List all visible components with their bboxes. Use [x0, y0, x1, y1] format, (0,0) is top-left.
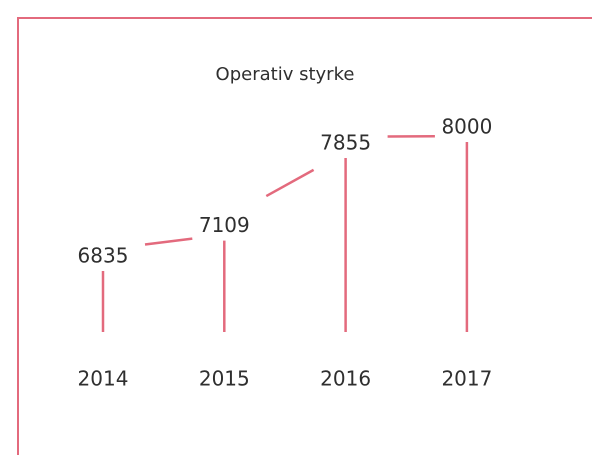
- value-label: 8000: [441, 115, 492, 139]
- connector: [144, 237, 193, 246]
- x-tick-label: 2015: [199, 367, 250, 391]
- value-label: 7855: [320, 131, 371, 155]
- value-label: 7109: [199, 213, 250, 237]
- x-tick-label: 2017: [441, 367, 492, 391]
- value-label: 6835: [78, 244, 129, 268]
- x-tick-label: 2014: [78, 367, 129, 391]
- frame: [17, 17, 592, 455]
- chart-title: Operativ styrke: [216, 64, 355, 85]
- connector: [265, 168, 315, 198]
- x-tick-label: 2016: [320, 367, 371, 391]
